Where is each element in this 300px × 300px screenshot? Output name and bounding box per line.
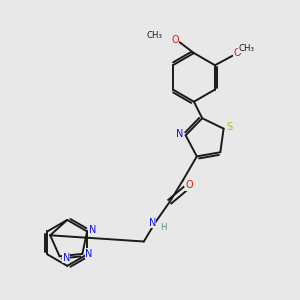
Text: CH₃: CH₃ — [239, 44, 255, 53]
Text: N: N — [85, 249, 93, 259]
Text: N: N — [148, 218, 156, 228]
Text: N: N — [88, 225, 96, 235]
Text: S: S — [226, 122, 233, 132]
Text: CH₃: CH₃ — [147, 31, 163, 40]
Text: N: N — [63, 253, 70, 263]
Text: H: H — [160, 224, 166, 232]
Text: O: O — [171, 35, 179, 45]
Text: O: O — [233, 48, 241, 59]
Text: O: O — [186, 180, 194, 190]
Text: N: N — [176, 129, 183, 139]
